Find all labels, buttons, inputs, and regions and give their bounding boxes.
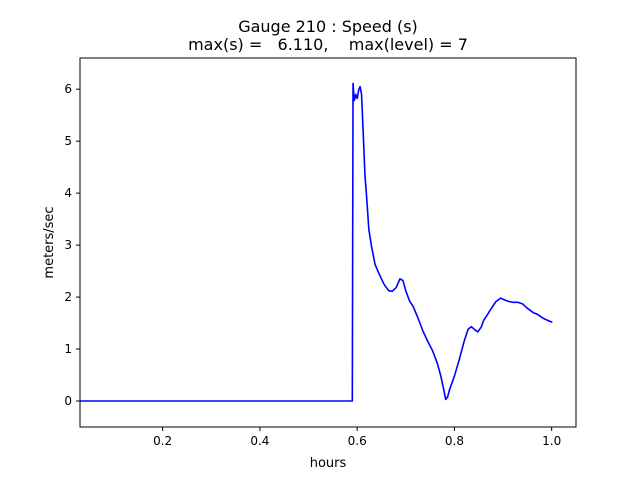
series-line	[79, 82, 553, 402]
chart-title-line-1: Gauge 210 : Speed (s)	[238, 17, 418, 36]
data-series	[79, 82, 553, 402]
y-tick-label: 0	[64, 394, 72, 408]
y-tick-label: 5	[64, 134, 72, 148]
x-tick-label: 0.4	[250, 434, 269, 448]
x-tick-label: 1.0	[542, 434, 561, 448]
x-tick-label: 0.2	[153, 434, 172, 448]
x-axis-label: hours	[310, 456, 347, 471]
chart-title-line-2: max(s) = 6.110, max(level) = 7	[188, 35, 468, 54]
x-tick-label: 0.8	[445, 434, 464, 448]
y-tick-label: 2	[64, 290, 72, 304]
y-axis-label: meters/sec	[42, 206, 57, 278]
y-tick-label: 1	[64, 342, 72, 356]
y-tick-label: 3	[64, 238, 72, 252]
y-tick-label: 6	[64, 82, 72, 96]
y-tick-label: 4	[64, 186, 72, 200]
plot-frame	[79, 57, 577, 428]
axis-ticks: 0.2 0.4 0.6 0.8 1.0 0 1 2 3 4 5 6	[64, 82, 561, 448]
x-tick-label: 0.6	[348, 434, 367, 448]
